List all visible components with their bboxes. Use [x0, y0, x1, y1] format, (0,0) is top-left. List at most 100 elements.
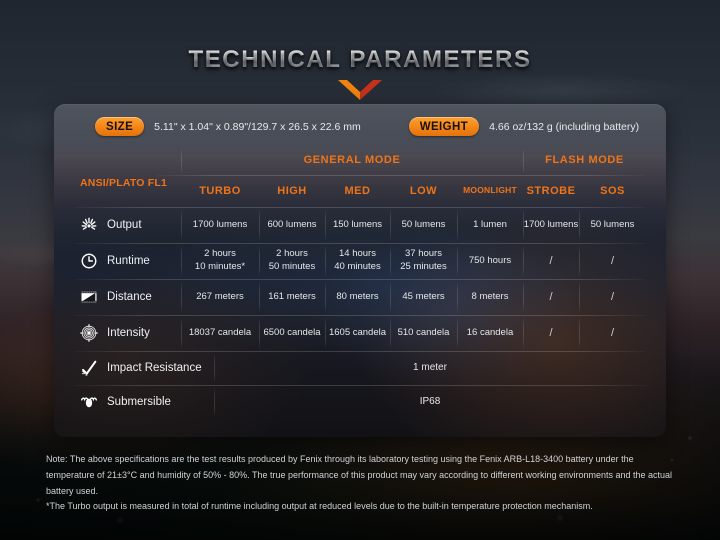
table-cell: 600 lumens — [267, 218, 317, 230]
column-divider — [579, 246, 580, 276]
table-cell: 37 hours 25 minutes — [400, 248, 447, 272]
row-top-divider — [74, 243, 646, 244]
group-divider — [156, 175, 646, 176]
table-cell: 14 hours 40 minutes — [334, 248, 381, 272]
table-cell: / — [610, 254, 615, 267]
mode-header-low: LOW — [409, 185, 438, 197]
table-cell: 16 candela — [466, 326, 514, 338]
weight-badge: WEIGHT — [408, 117, 480, 136]
mode-header-strobe: STROBE — [526, 185, 576, 197]
column-divider — [259, 318, 260, 348]
table-cell: 45 meters — [402, 290, 445, 302]
table-cell: 510 candela — [397, 326, 450, 338]
column-divider — [181, 210, 182, 240]
size-weight-row: SIZE 5.11" x 1.04" x 0.89"/129.7 x 26.5 … — [54, 104, 666, 149]
table-cell: 80 meters — [336, 290, 379, 302]
chevron-down-icon — [338, 80, 382, 100]
column-divider — [390, 282, 391, 312]
table-cell: 1 meter — [413, 362, 447, 374]
mode-header-high: HIGH — [277, 185, 307, 197]
footnote: Note: The above specifications are the t… — [46, 452, 678, 515]
table-row: Submersible IP68 — [54, 385, 666, 419]
table-cell: 1 lumen — [473, 218, 507, 230]
mode-header-med: MED — [344, 185, 371, 197]
output-burst-icon — [81, 217, 97, 230]
row-top-divider — [74, 315, 646, 316]
footnote-line-1: Note: The above specifications are the t… — [46, 454, 673, 496]
table-row: Output 1700 lumens 600 lumens 150 lumens 50 … — [54, 207, 666, 243]
row-label-submersible: Submersible — [80, 385, 171, 419]
column-divider — [523, 246, 524, 276]
column-divider — [325, 282, 326, 312]
ansi-plato-label: ANSI/PLATO FL1 — [80, 177, 167, 189]
row-label-text: Impact Resistance — [107, 362, 202, 374]
row-top-divider — [74, 279, 646, 280]
table-cell: 50 lumens — [590, 218, 635, 230]
footnote-line-2: *The Turbo output is measured in total o… — [46, 501, 593, 512]
column-divider — [523, 210, 524, 240]
column-divider — [181, 318, 182, 348]
table-row: Distance 267 meters 161 meters 80 meters 45 … — [54, 279, 666, 315]
beam-distance-icon — [81, 291, 97, 303]
row-label-text: Output — [107, 219, 142, 231]
column-divider — [259, 246, 260, 276]
column-divider — [579, 282, 580, 312]
column-divider — [523, 282, 524, 312]
impact-resistance-icon — [81, 360, 97, 376]
column-divider — [325, 318, 326, 348]
row-label-distance: Distance — [80, 279, 152, 315]
column-divider — [523, 318, 524, 348]
mode-header-sos: SOS — [600, 185, 625, 197]
table-row: Impact Resistance 1 meter — [54, 351, 666, 385]
weight-group: WEIGHT 4.66 oz/132 g (including battery) — [408, 117, 639, 136]
row-top-divider — [74, 351, 646, 352]
table-cell: 8 meters — [471, 290, 509, 302]
row-label-intensity: Intensity — [80, 315, 150, 351]
spec-panel: SIZE 5.11" x 1.04" x 0.89"/129.7 x 26.5 … — [54, 104, 666, 437]
table-header: ANSI/PLATO FL1 GENERAL MODE FLASH MODE TURB… — [54, 149, 666, 207]
row-label-text: Distance — [107, 291, 152, 303]
table-cell: 750 hours — [468, 254, 512, 266]
table-cell: / — [610, 290, 615, 303]
table-cell: 18037 candela — [188, 326, 252, 338]
clock-icon — [81, 253, 97, 269]
row-label-runtime: Runtime — [80, 243, 150, 279]
column-divider — [325, 246, 326, 276]
column-divider — [579, 318, 580, 348]
row-label-text: Submersible — [107, 396, 171, 408]
row-label-text: Intensity — [107, 327, 150, 339]
table-cell: 2 hours 10 minutes* — [194, 248, 246, 272]
title-block: TECHNICAL PARAMETERS — [0, 46, 720, 100]
column-divider — [259, 210, 260, 240]
column-divider — [181, 282, 182, 312]
target-intensity-icon — [80, 324, 98, 342]
table-cell: / — [549, 326, 553, 339]
column-divider — [523, 149, 524, 173]
parameters-table: ANSI/PLATO FL1 GENERAL MODE FLASH MODE TURB… — [54, 149, 666, 419]
row-label-text: Runtime — [107, 255, 150, 267]
column-divider — [457, 318, 458, 348]
table-cell: / — [549, 254, 553, 267]
table-cell: 50 lumens — [401, 218, 446, 230]
table-cell: 161 meters — [268, 290, 316, 302]
page-title: TECHNICAL PARAMETERS — [188, 46, 532, 73]
column-divider — [390, 246, 391, 276]
column-divider — [390, 210, 391, 240]
table-cell: 1700 lumens — [523, 218, 579, 230]
table-cell: IP68 — [419, 396, 441, 408]
mode-header-turbo: TURBO — [199, 185, 241, 197]
group-title-general: GENERAL MODE — [303, 154, 401, 166]
column-divider — [457, 210, 458, 240]
column-divider — [181, 246, 182, 276]
group-title-flash: FLASH MODE — [545, 154, 624, 166]
size-badge: SIZE — [95, 117, 145, 136]
column-divider — [390, 318, 391, 348]
column-divider — [181, 149, 182, 173]
table-cell: 6500 candela — [263, 326, 321, 338]
column-divider — [579, 210, 580, 240]
table-cell: 150 lumens — [332, 218, 383, 230]
row-label-impact-resistance: Impact Resistance — [80, 351, 202, 385]
table-cell: 2 hours 50 minutes — [268, 248, 316, 272]
column-divider — [457, 246, 458, 276]
column-divider — [457, 282, 458, 312]
